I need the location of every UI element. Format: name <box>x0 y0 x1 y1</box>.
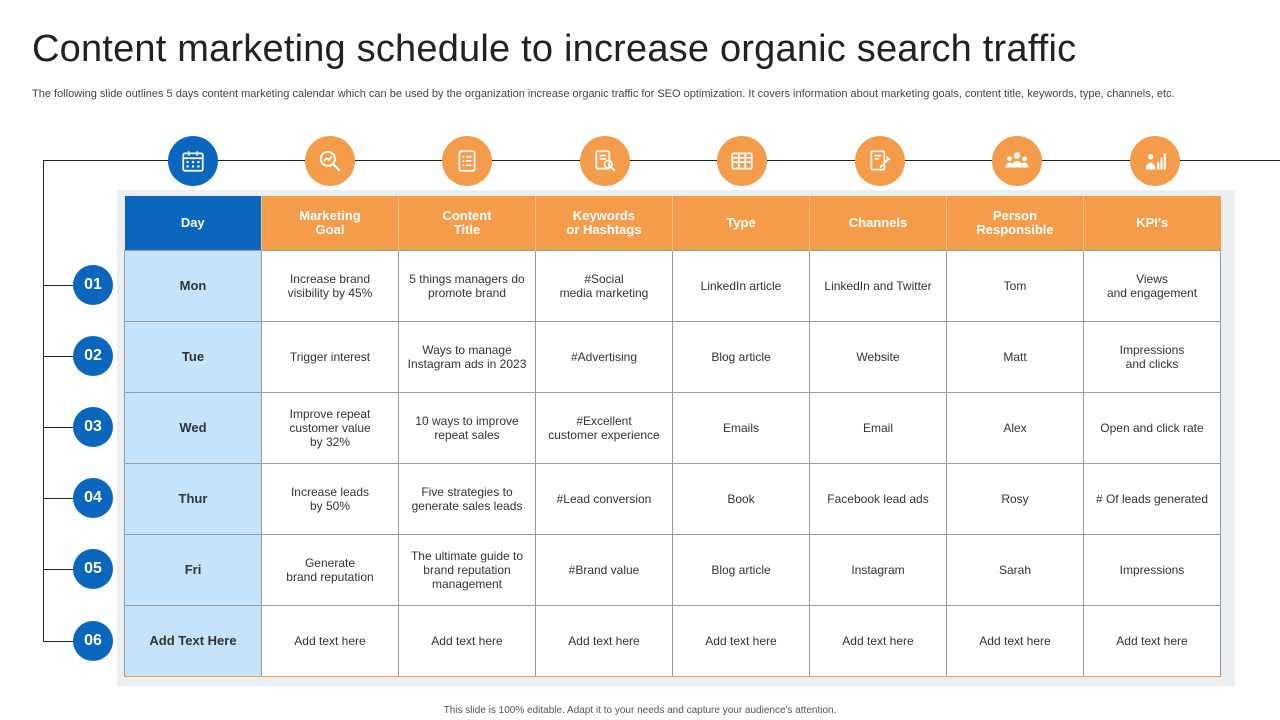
row-connector <box>43 569 73 570</box>
table-cell: Add text here <box>398 604 536 677</box>
table-cell: Ways to manage Instagram ads in 2023 <box>398 320 536 393</box>
row-connector <box>43 285 73 286</box>
row-connector <box>43 427 73 428</box>
table-cell: Add text here <box>672 604 810 677</box>
row-number-badge: 03 <box>73 407 113 447</box>
table-cell: Views and engagement <box>1083 249 1221 322</box>
magnifier-chart-icon <box>305 136 355 186</box>
table-cell: #Advertising <box>535 320 673 393</box>
header-type: Type <box>672 196 810 250</box>
document-search-icon <box>580 136 630 186</box>
header-channels: Channels <box>809 196 947 250</box>
row-number-badge: 02 <box>73 336 113 376</box>
table-cell: Add text here <box>946 604 1084 677</box>
table-row: Thur Increase leads by 50% Five strategie… <box>124 462 1221 535</box>
row-number-badge: 01 <box>73 265 113 305</box>
table-cell: #Lead conversion <box>535 462 673 535</box>
calendar-icon <box>168 136 218 186</box>
table-cell: Emails <box>672 391 810 464</box>
row-number-badge: 06 <box>73 621 113 661</box>
table-cell: Add text here <box>535 604 673 677</box>
table-cell: Impressions and clicks <box>1083 320 1221 393</box>
table-cell: Trigger interest <box>261 320 399 393</box>
table-cell: Add text here <box>809 604 947 677</box>
day-cell: Mon <box>124 249 262 322</box>
table-cell: Matt <box>946 320 1084 393</box>
table-cell: Facebook lead ads <box>809 462 947 535</box>
table-cell: Tom <box>946 249 1084 322</box>
table-cell: 10 ways to improve repeat sales <box>398 391 536 464</box>
row-connector <box>43 641 73 642</box>
header-content-title: Content Title <box>398 196 536 250</box>
row-connector <box>43 498 73 499</box>
table-cell: Alex <box>946 391 1084 464</box>
timeline-vertical-line <box>43 160 44 642</box>
table-header-row: Day Marketing Goal Content Title Keywords o… <box>124 196 1221 250</box>
table-row: Wed Improve repeat customer value by 32% 1… <box>124 391 1221 464</box>
table-row: Mon Increase brand visibility by 45% 5 th… <box>124 249 1221 322</box>
presenter-chart-icon <box>1130 136 1180 186</box>
team-icon <box>992 136 1042 186</box>
checklist-icon <box>442 136 492 186</box>
day-cell: Fri <box>124 533 262 606</box>
table-cell: # Of leads generated <box>1083 462 1221 535</box>
table-cell: Increase brand visibility by 45% <box>261 249 399 322</box>
table-cell: Add text here <box>261 604 399 677</box>
table-cell: Impressions <box>1083 533 1221 606</box>
table-cell: Add text here <box>1083 604 1221 677</box>
table-cell: Rosy <box>946 462 1084 535</box>
table-cell: Open and click rate <box>1083 391 1221 464</box>
table-cell: Generate brand reputation <box>261 533 399 606</box>
page-title: Content marketing schedule to increase o… <box>32 28 1077 70</box>
table-cell: Blog article <box>672 320 810 393</box>
day-cell: Add Text Here <box>124 604 262 677</box>
table-cell: LinkedIn article <box>672 249 810 322</box>
table-cell: LinkedIn and Twitter <box>809 249 947 322</box>
day-cell: Wed <box>124 391 262 464</box>
page-subtitle: The following slide outlines 5 days cont… <box>32 88 1175 100</box>
table-cell: Sarah <box>946 533 1084 606</box>
table-cell: 5 things managers do promote brand <box>398 249 536 322</box>
table-cell: Improve repeat customer value by 32% <box>261 391 399 464</box>
table-row: Add Text Here Add text here Add text her… <box>124 604 1221 677</box>
table-row: Tue Trigger interest Ways to manage Insta… <box>124 320 1221 393</box>
row-connector <box>43 356 73 357</box>
table-cell: Website <box>809 320 947 393</box>
header-kpis: KPI's <box>1083 196 1221 250</box>
header-day: Day <box>124 196 262 250</box>
table-cell: Blog article <box>672 533 810 606</box>
table-cell: Increase leads by 50% <box>261 462 399 535</box>
footer-note: This slide is 100% editable. Adapt it to… <box>443 705 837 716</box>
row-number-badge: 05 <box>73 549 113 589</box>
table-cell: #Social media marketing <box>535 249 673 322</box>
spreadsheet-icon <box>717 136 767 186</box>
table-cell: #Excellent customer experience <box>535 391 673 464</box>
table-row: Fri Generate brand reputation The ultimat… <box>124 533 1221 606</box>
day-cell: Tue <box>124 320 262 393</box>
row-number-badge: 04 <box>73 478 113 518</box>
table-cell: Instagram <box>809 533 947 606</box>
table-cell: #Brand value <box>535 533 673 606</box>
header-keywords: Keywords or Hashtags <box>535 196 673 250</box>
table-cell: Book <box>672 462 810 535</box>
table-cell: Five strategies to generate sales leads <box>398 462 536 535</box>
schedule-table: Day Marketing Goal Content Title Keywords o… <box>124 196 1221 677</box>
timeline-horizontal-line <box>43 160 1280 161</box>
day-cell: Thur <box>124 462 262 535</box>
header-marketing-goal: Marketing Goal <box>261 196 399 250</box>
header-person-responsible: Person Responsible <box>946 196 1084 250</box>
table-cell: The ultimate guide to brand reputation man… <box>398 533 536 606</box>
table-cell: Email <box>809 391 947 464</box>
document-edit-icon <box>855 136 905 186</box>
